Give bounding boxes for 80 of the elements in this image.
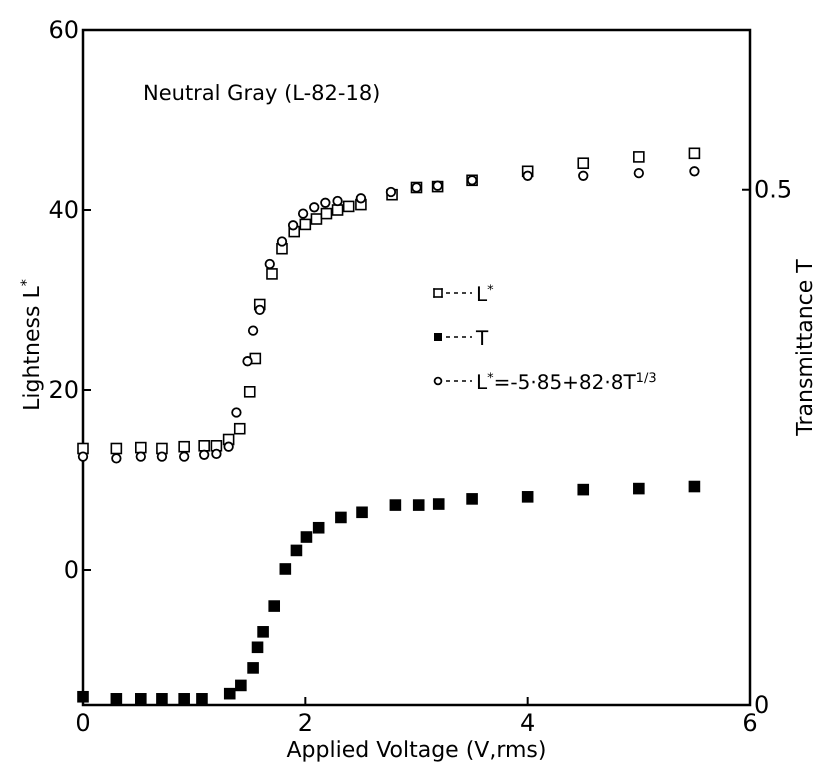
legend-label: L$^{*}$ [476,282,494,306]
point [77,690,89,703]
point [242,356,253,366]
point [298,208,308,219]
point [199,450,210,460]
point [342,200,354,212]
point [432,498,445,510]
point [196,693,208,705]
point [224,688,236,700]
point [247,662,259,674]
point [577,484,590,496]
y2-tick-label: 0 [754,691,770,719]
point [310,213,322,225]
point [252,641,264,654]
point [266,268,278,280]
point [248,325,258,336]
x-tick-label: 2 [298,709,313,737]
point [264,258,275,270]
point [231,407,242,418]
point [156,451,168,462]
point [688,480,700,492]
point [156,693,168,705]
point [689,166,700,176]
point [288,220,298,230]
point [320,208,332,220]
point [312,522,324,534]
point [634,168,644,178]
x-axis-title: Applied Voltage (V,rms) [286,738,546,763]
point [332,204,344,216]
point [135,442,147,454]
point [254,304,265,316]
legend-label: T [475,326,489,350]
point [179,451,190,462]
point [276,236,288,247]
point [235,680,247,692]
point [300,531,312,543]
legend-label: L$^{*}$=-5·85+82·8T$^{1/3}$ [476,370,657,394]
point [198,440,210,452]
point [332,196,343,206]
point [578,170,588,181]
point [356,193,366,204]
point [110,693,122,705]
point [223,442,234,452]
y2-tick-label: 0.5 [754,176,792,204]
y-tick-label: 0 [64,556,79,584]
point [268,600,280,612]
point [178,693,190,705]
point [234,422,246,434]
point [280,563,292,575]
point [412,499,425,511]
point [111,453,122,464]
point [466,493,478,505]
point [178,440,190,452]
point [211,448,222,460]
point [309,202,320,212]
point [522,170,533,181]
y-tick-label: 40 [48,196,79,224]
point [136,451,146,462]
x-tick-label: 4 [520,709,536,737]
point [522,491,534,503]
point [244,386,256,398]
point [78,451,88,462]
point [633,151,645,163]
point [300,218,312,230]
y-tick-label: 60 [48,16,79,44]
point [320,198,330,208]
point [257,626,269,638]
point [135,693,147,705]
point [577,157,590,169]
y2-axis-title: Transmittance T [793,258,818,437]
point [290,544,302,556]
y-tick-label: 20 [48,376,79,404]
point [110,442,122,454]
point [633,482,645,494]
point [335,512,347,524]
point [386,186,396,198]
point [688,148,700,160]
point [390,499,402,511]
point [356,506,368,518]
text: Neutral Gray (L-82-18) [143,81,380,105]
